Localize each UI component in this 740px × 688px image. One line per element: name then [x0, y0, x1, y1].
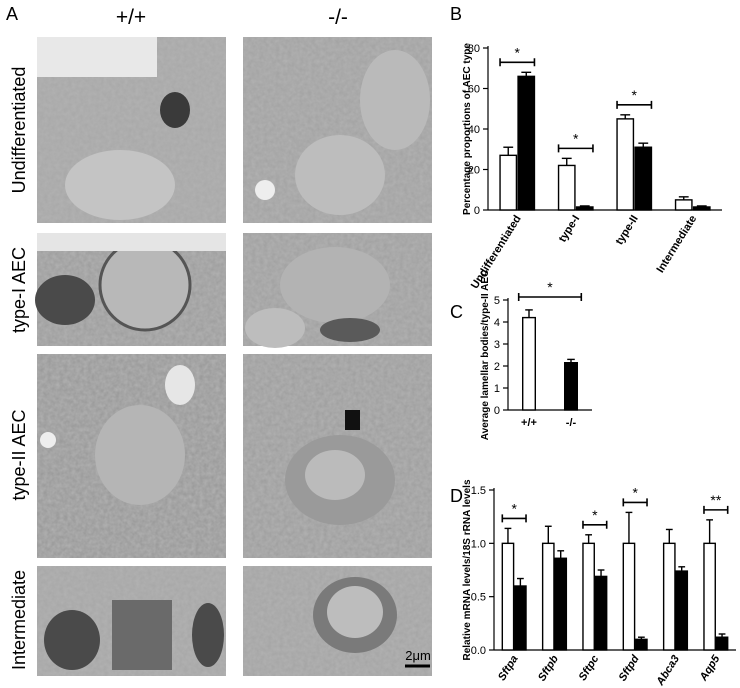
bar: [594, 575, 608, 651]
micrograph: [243, 354, 432, 558]
x-tick-label: Sftpb: [536, 653, 561, 683]
bar: [662, 542, 676, 651]
y-tick-label: 0: [474, 205, 480, 217]
panel-label: C: [450, 302, 463, 322]
significance-label: *: [632, 484, 638, 500]
x-tick-label: Abca3: [654, 653, 682, 688]
bar: [554, 557, 568, 651]
bar: [634, 146, 653, 211]
y-tick-label: 0.0: [471, 645, 486, 657]
x-tick-label: Intermediate: [654, 213, 699, 275]
bar: [703, 542, 716, 651]
y-axis-label: Percentage proportions of AEC type: [462, 43, 473, 215]
panel-label: A: [6, 4, 18, 24]
x-tick-label: +/+: [521, 417, 537, 429]
x-tick-label: Sftpc: [577, 653, 602, 683]
y-axis-label: Relative mRNA levels/18S rRNA levels: [462, 479, 473, 660]
bar: [541, 542, 555, 651]
significance-bracket: [582, 520, 608, 529]
significance-label: *: [632, 87, 638, 103]
significance-label: *: [547, 279, 553, 295]
significance-label: *: [573, 130, 579, 146]
significance-bracket: [517, 293, 583, 301]
significance-bracket: [501, 514, 527, 523]
bar: [616, 118, 635, 211]
x-tick-label: Aqp5: [697, 652, 723, 683]
y-tick-label: 20: [468, 165, 480, 177]
micrograph: [243, 233, 432, 348]
significance-bracket: [499, 58, 536, 67]
y-tick-label: 2: [494, 361, 500, 373]
micrograph: [37, 37, 226, 223]
significance-bracket: [616, 100, 653, 109]
y-axis-label: Average lamellar bodies/type-II AEC: [480, 270, 491, 440]
column-header: +/+: [116, 6, 146, 29]
bar: [674, 199, 693, 211]
x-tick-label: type-II: [613, 213, 640, 247]
row-label: Undifferentiated: [9, 67, 29, 194]
scale-bar-label: 2μm: [405, 648, 431, 663]
bar: [564, 362, 579, 411]
micrograph: [37, 566, 226, 676]
row-label: type-II AEC: [9, 409, 29, 500]
micrograph: [37, 354, 226, 558]
y-tick-label: 40: [468, 124, 480, 136]
y-tick-label: 60: [468, 84, 480, 96]
bar: [501, 542, 515, 651]
x-tick-label: type-I: [557, 213, 583, 244]
row-label: type-I AEC: [9, 247, 29, 333]
column-header: -/-: [328, 6, 348, 29]
significance-label: **: [710, 492, 721, 508]
row-label: Intermediate: [9, 570, 29, 670]
micrographs: [35, 37, 432, 676]
y-tick-label: 1: [494, 383, 500, 395]
x-tick-label: Undifferentiated: [469, 213, 524, 291]
y-tick-label: 0.5: [471, 592, 486, 604]
x-tick-label: Sftpd: [617, 653, 642, 683]
y-tick-label: 5: [494, 295, 500, 307]
micrograph: [243, 566, 432, 676]
x-tick-label: Sftpa: [496, 653, 521, 683]
bar: [575, 206, 594, 211]
significance-label: *: [592, 507, 598, 523]
bar: [582, 542, 595, 651]
micrograph: [243, 37, 432, 223]
significance-bracket: [703, 505, 729, 514]
bar: [622, 542, 636, 651]
y-tick-label: 0: [494, 405, 500, 417]
micrograph: [35, 233, 226, 346]
panel-label: B: [450, 4, 462, 24]
y-tick-label: 80: [468, 43, 480, 55]
y-tick-label: 4: [494, 317, 500, 329]
significance-bracket: [622, 498, 648, 507]
x-tick-label: -/-: [566, 417, 577, 429]
bar: [517, 75, 536, 211]
significance-label: *: [515, 44, 521, 60]
y-tick-label: 3: [494, 339, 500, 351]
bar: [635, 638, 648, 651]
bar: [557, 164, 576, 211]
y-tick-label: 1.5: [471, 485, 486, 497]
bar: [675, 570, 689, 651]
significance-label: *: [511, 500, 517, 516]
bar: [692, 206, 711, 211]
bar: [514, 585, 527, 651]
y-tick-label: 1.0: [471, 538, 486, 550]
significance-bracket: [557, 144, 594, 153]
bar: [522, 316, 537, 411]
panel-label: D: [450, 486, 463, 506]
bar: [499, 154, 518, 211]
bar: [715, 636, 729, 651]
